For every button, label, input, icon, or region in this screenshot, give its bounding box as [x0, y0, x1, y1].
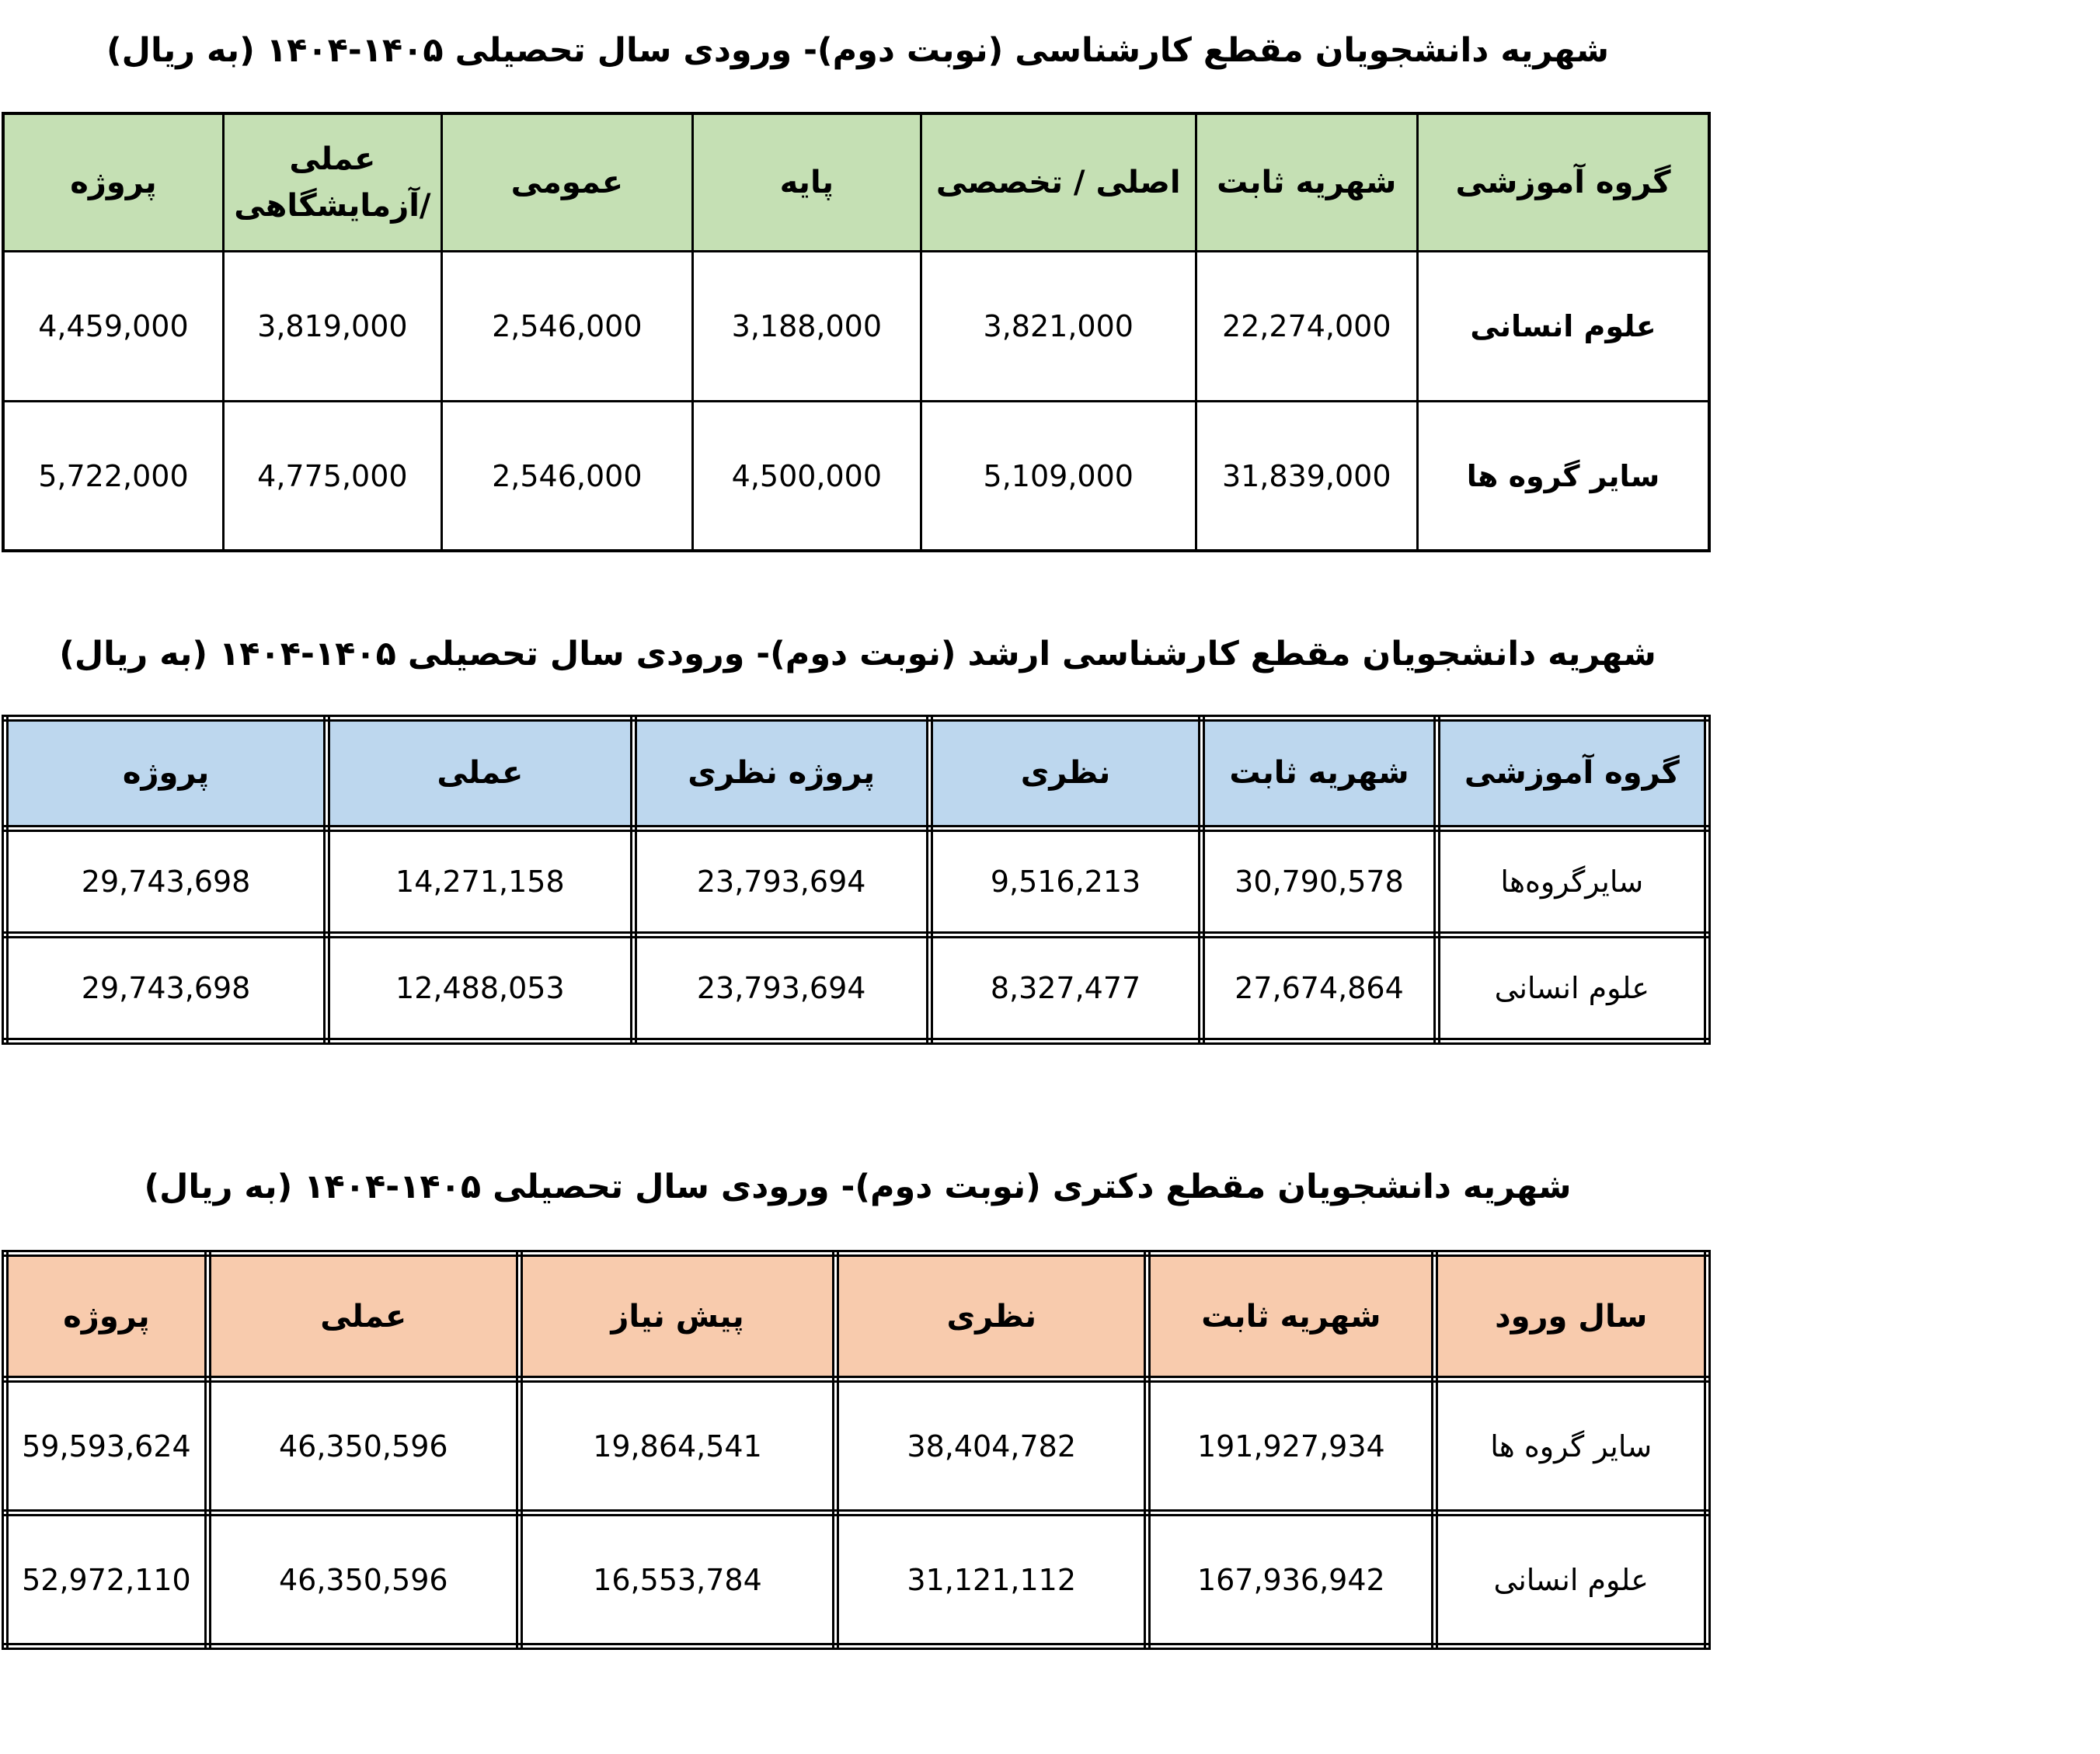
- cell-value: 8,327,477: [925, 931, 1206, 1045]
- cell-value: 52,972,110: [2, 1509, 211, 1651]
- cell-value: 46,350,596: [204, 1509, 523, 1651]
- bachelor-tuition-table: گروه آموزشی شهریه ثابت اصلی / تخصصی پایه…: [2, 112, 1711, 553]
- cell-value: 4,500,000: [691, 399, 922, 552]
- table-row: سایر گروه ها 191,927,934 38,404,782 19,8…: [2, 1376, 1711, 1517]
- col-header-practical: عملی: [204, 1250, 523, 1383]
- phd-table-title: شهریه دانشجویان مقطع دکتری (نوبت دوم)- و…: [144, 1167, 1572, 1206]
- row-label: علوم انسانی: [1416, 249, 1711, 402]
- cell-value: 22,274,000: [1194, 249, 1419, 402]
- cell-value: 5,722,000: [2, 399, 225, 552]
- col-header-fixed-tuition: شهریه ثابت: [1144, 1250, 1439, 1383]
- cell-value: 46,350,596: [204, 1376, 523, 1517]
- cell-value: 19,864,541: [515, 1376, 840, 1517]
- cell-value: 191,927,934: [1144, 1376, 1439, 1517]
- cell-value: 23,793,694: [629, 824, 933, 938]
- cell-value: 31,839,000: [1194, 399, 1419, 552]
- cell-value: 3,819,000: [221, 249, 443, 402]
- cell-value: 23,793,694: [629, 931, 933, 1045]
- phd-tuition-table: سال ورود شهریه ثابت نظری پیش نیاز عملی پ…: [2, 1250, 1711, 1651]
- cell-value: 167,936,942: [1144, 1509, 1439, 1651]
- row-label: سایر گروه ها: [1431, 1376, 1711, 1517]
- col-header-theoretical: نظری: [832, 1250, 1151, 1383]
- cell-value: 38,404,782: [832, 1376, 1151, 1517]
- col-header-basic: پایه: [691, 112, 922, 252]
- cell-value: 3,188,000: [691, 249, 922, 402]
- col-header-fixed-tuition: شهریه ثابت: [1194, 112, 1419, 252]
- header-row: گروه آموزشی شهریه ثابت اصلی / تخصصی پایه…: [2, 112, 1711, 252]
- cell-value: 4,459,000: [2, 249, 225, 402]
- col-header-project: پروژه: [1, 714, 331, 832]
- col-header-practical: عملی: [323, 714, 637, 832]
- table-row: سایر گروه ها 31,839,000 5,109,000 4,500,…: [2, 399, 1711, 552]
- cell-value: 4,775,000: [221, 399, 443, 552]
- document-page: شهریه دانشجویان مقطع کارشناسی (نوبت دوم)…: [1, 31, 1712, 1651]
- col-header-general: عمومی: [440, 112, 694, 252]
- col-header-theoretical: نظری: [925, 714, 1206, 832]
- cell-value: 29,743,698: [1, 931, 331, 1045]
- cell-value: 2,546,000: [440, 249, 694, 402]
- col-header-project: پروژه: [2, 1250, 211, 1383]
- col-header-fixed-tuition: شهریه ثابت: [1198, 714, 1440, 832]
- col-header-practical-lab: عملی /آزمایشگاهی: [221, 112, 443, 252]
- bachelor-table-title: شهریه دانشجویان مقطع کارشناسی (نوبت دوم)…: [106, 31, 1609, 70]
- cell-value: 5,109,000: [919, 399, 1197, 552]
- table-row: علوم انسانی 22,274,000 3,821,000 3,188,0…: [2, 249, 1711, 402]
- cell-value: 3,821,000: [919, 249, 1197, 402]
- cell-value: 31,121,112: [832, 1509, 1151, 1651]
- table-row: علوم انسانی 27,674,864 8,327,477 23,793,…: [1, 931, 1712, 1045]
- col-header-group: گروه آموزشی: [1416, 112, 1711, 252]
- col-header-core-specialized: اصلی / تخصصی: [919, 112, 1197, 252]
- cell-value: 30,790,578: [1198, 824, 1440, 938]
- col-header-project: پروژه: [2, 112, 225, 252]
- header-row: گروه آموزشی شهریه ثابت نظری پروژه نظری ع…: [1, 714, 1712, 832]
- row-label: سایرگروه‌ها: [1433, 824, 1712, 938]
- cell-value: 9,516,213: [925, 824, 1206, 938]
- cell-value: 27,674,864: [1198, 931, 1440, 1045]
- masters-tuition-table: گروه آموزشی شهریه ثابت نظری پروژه نظری ع…: [1, 714, 1712, 1045]
- cell-value: 12,488,053: [323, 931, 637, 1045]
- cell-value: 16,553,784: [515, 1509, 840, 1651]
- masters-table-title: شهریه دانشجویان مقطع کارشناسی ارشد (نوبت…: [59, 635, 1656, 674]
- row-label: سایر گروه ها: [1416, 399, 1711, 552]
- col-header-group: گروه آموزشی: [1433, 714, 1712, 832]
- cell-value: 29,743,698: [1, 824, 331, 938]
- cell-value: 2,546,000: [440, 399, 694, 552]
- col-header-entry-year: سال ورود: [1431, 1250, 1711, 1383]
- cell-value: 14,271,158: [323, 824, 637, 938]
- row-label: علوم انسانی: [1433, 931, 1712, 1045]
- header-row: سال ورود شهریه ثابت نظری پیش نیاز عملی پ…: [2, 1250, 1711, 1383]
- cell-value: 59,593,624: [2, 1376, 211, 1517]
- col-header-prerequisite: پیش نیاز: [515, 1250, 840, 1383]
- table-row: علوم انسانی 167,936,942 31,121,112 16,55…: [2, 1509, 1711, 1651]
- row-label: علوم انسانی: [1431, 1509, 1711, 1651]
- col-header-theoretical-project: پروژه نظری: [629, 714, 933, 832]
- table-row: سایرگروه‌ها 30,790,578 9,516,213 23,793,…: [1, 824, 1712, 938]
